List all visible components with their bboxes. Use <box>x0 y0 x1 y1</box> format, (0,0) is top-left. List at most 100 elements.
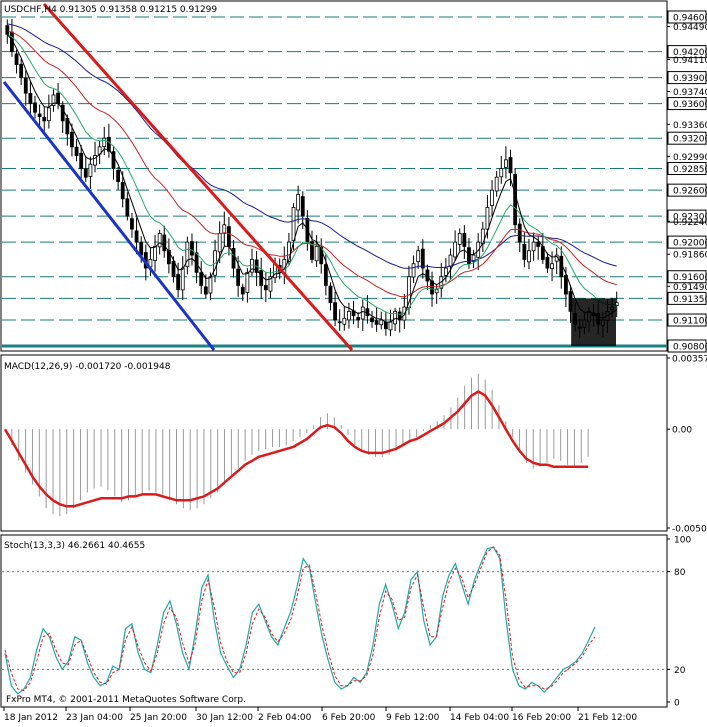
candle-body <box>508 157 513 174</box>
candle-body <box>393 310 397 325</box>
candle-body <box>222 224 227 234</box>
price-tick-label: 0.92240 <box>673 218 707 228</box>
candle-body <box>245 272 250 293</box>
candle-body <box>411 263 416 278</box>
consolidation-box <box>571 298 616 346</box>
candle-body <box>28 93 33 104</box>
candle-body <box>176 274 181 291</box>
candle-body <box>434 289 439 294</box>
stoch-layer <box>2 546 667 695</box>
candle-body <box>180 267 185 291</box>
candle-body <box>448 254 453 267</box>
price-level-label-box <box>667 339 707 353</box>
candle-body <box>374 320 379 325</box>
x-tick-label: 25 Jan 20:00 <box>130 713 187 723</box>
candle-body <box>102 137 107 147</box>
candle-body <box>347 310 351 321</box>
candle-body <box>130 218 134 230</box>
price-level-label-box <box>667 45 707 59</box>
price-header: USDCHF,H4 0.91305 0.91358 0.91215 0.9129… <box>4 5 217 15</box>
candle-body <box>125 198 130 217</box>
candle-body <box>314 246 319 262</box>
candle-body <box>199 272 204 286</box>
candle-body <box>416 250 421 262</box>
candle-body <box>5 25 10 35</box>
macd-tick-label: 0.003574 <box>672 355 707 365</box>
price-tick-label: 0.91860 <box>673 251 707 261</box>
candle-body <box>19 63 24 78</box>
price-level-label: 0.90800 <box>673 343 707 353</box>
candle-body <box>60 104 65 122</box>
candle-body <box>545 256 550 269</box>
macd-header: MACD(12,26,9) -0.001720 -0.001948 <box>4 362 171 372</box>
macd-tick-label: 0.00 <box>672 426 692 436</box>
trendline-red <box>42 3 354 351</box>
candle-body <box>499 168 504 178</box>
candle-body <box>383 321 388 330</box>
candle-body <box>227 226 231 247</box>
candle-body <box>111 151 116 169</box>
candle-body <box>120 181 125 200</box>
candle-body <box>106 136 111 152</box>
ma-black-line <box>6 33 617 323</box>
trendline-blue <box>2 80 216 351</box>
candle-body <box>517 223 522 243</box>
x-tick-label: 6 Feb 20:00 <box>322 713 376 723</box>
candle-body <box>513 173 518 226</box>
price-level-label: 0.91600 <box>673 273 707 283</box>
candle-body <box>259 270 264 286</box>
candle-body <box>157 233 162 248</box>
candle-body <box>503 159 508 168</box>
price-panel-frame <box>0 0 668 352</box>
stoch-signal-line <box>4 546 596 692</box>
candle-body <box>56 92 60 104</box>
candle-body <box>93 155 97 166</box>
x-tick-label: 16 Feb 20:00 <box>512 713 571 723</box>
price-level-label-box <box>667 291 707 305</box>
x-tick-label: 9 Feb 12:00 <box>386 713 440 723</box>
candle-body <box>379 319 384 326</box>
candle-body <box>171 260 176 278</box>
macd-panel-frame <box>0 354 668 532</box>
price-level-label: 0.94200 <box>673 48 707 58</box>
stoch-main-line <box>4 546 596 695</box>
price-level-label-box <box>667 71 707 85</box>
x-tick-label: 23 Jan 04:00 <box>66 713 123 723</box>
price-level-label: 0.93900 <box>673 74 707 84</box>
price-level-label-box <box>667 97 707 111</box>
candle-body <box>494 176 499 192</box>
candle-body <box>14 53 19 66</box>
ma-blue-line <box>7 23 617 269</box>
price-tick-label: 0.93360 <box>673 121 707 131</box>
candle-body <box>527 250 531 263</box>
price-level-label: 0.93200 <box>673 135 707 145</box>
candle-body <box>166 249 171 265</box>
price-level-label-box <box>667 131 707 145</box>
price-tick-label: 0.94490 <box>673 23 707 33</box>
price-level-label-box <box>667 313 707 327</box>
candle-body <box>370 317 374 323</box>
price-level-label: 0.91100 <box>673 317 707 327</box>
candle-body <box>116 169 121 182</box>
stoch-tick-label: 100 <box>674 536 691 546</box>
candle-body <box>217 233 222 253</box>
candle-body <box>328 285 333 304</box>
price-layer <box>2 3 667 351</box>
price-level-label-box <box>667 183 707 197</box>
candle-body <box>333 302 337 321</box>
candle-body <box>153 246 157 261</box>
candle-body <box>296 194 301 211</box>
price-level-label-box <box>667 10 707 24</box>
candle-body <box>236 268 241 286</box>
candle-body <box>430 280 434 295</box>
candle-body <box>70 131 74 148</box>
candle-body <box>46 107 51 122</box>
price-level-label-box <box>667 235 707 249</box>
x-tick-label: 14 Feb 04:00 <box>450 713 509 723</box>
candle-body <box>208 276 213 294</box>
macd-signal-line <box>3 390 589 508</box>
price-level-label: 0.92300 <box>673 213 707 223</box>
candle-body <box>356 317 361 321</box>
candle-body <box>263 285 268 291</box>
